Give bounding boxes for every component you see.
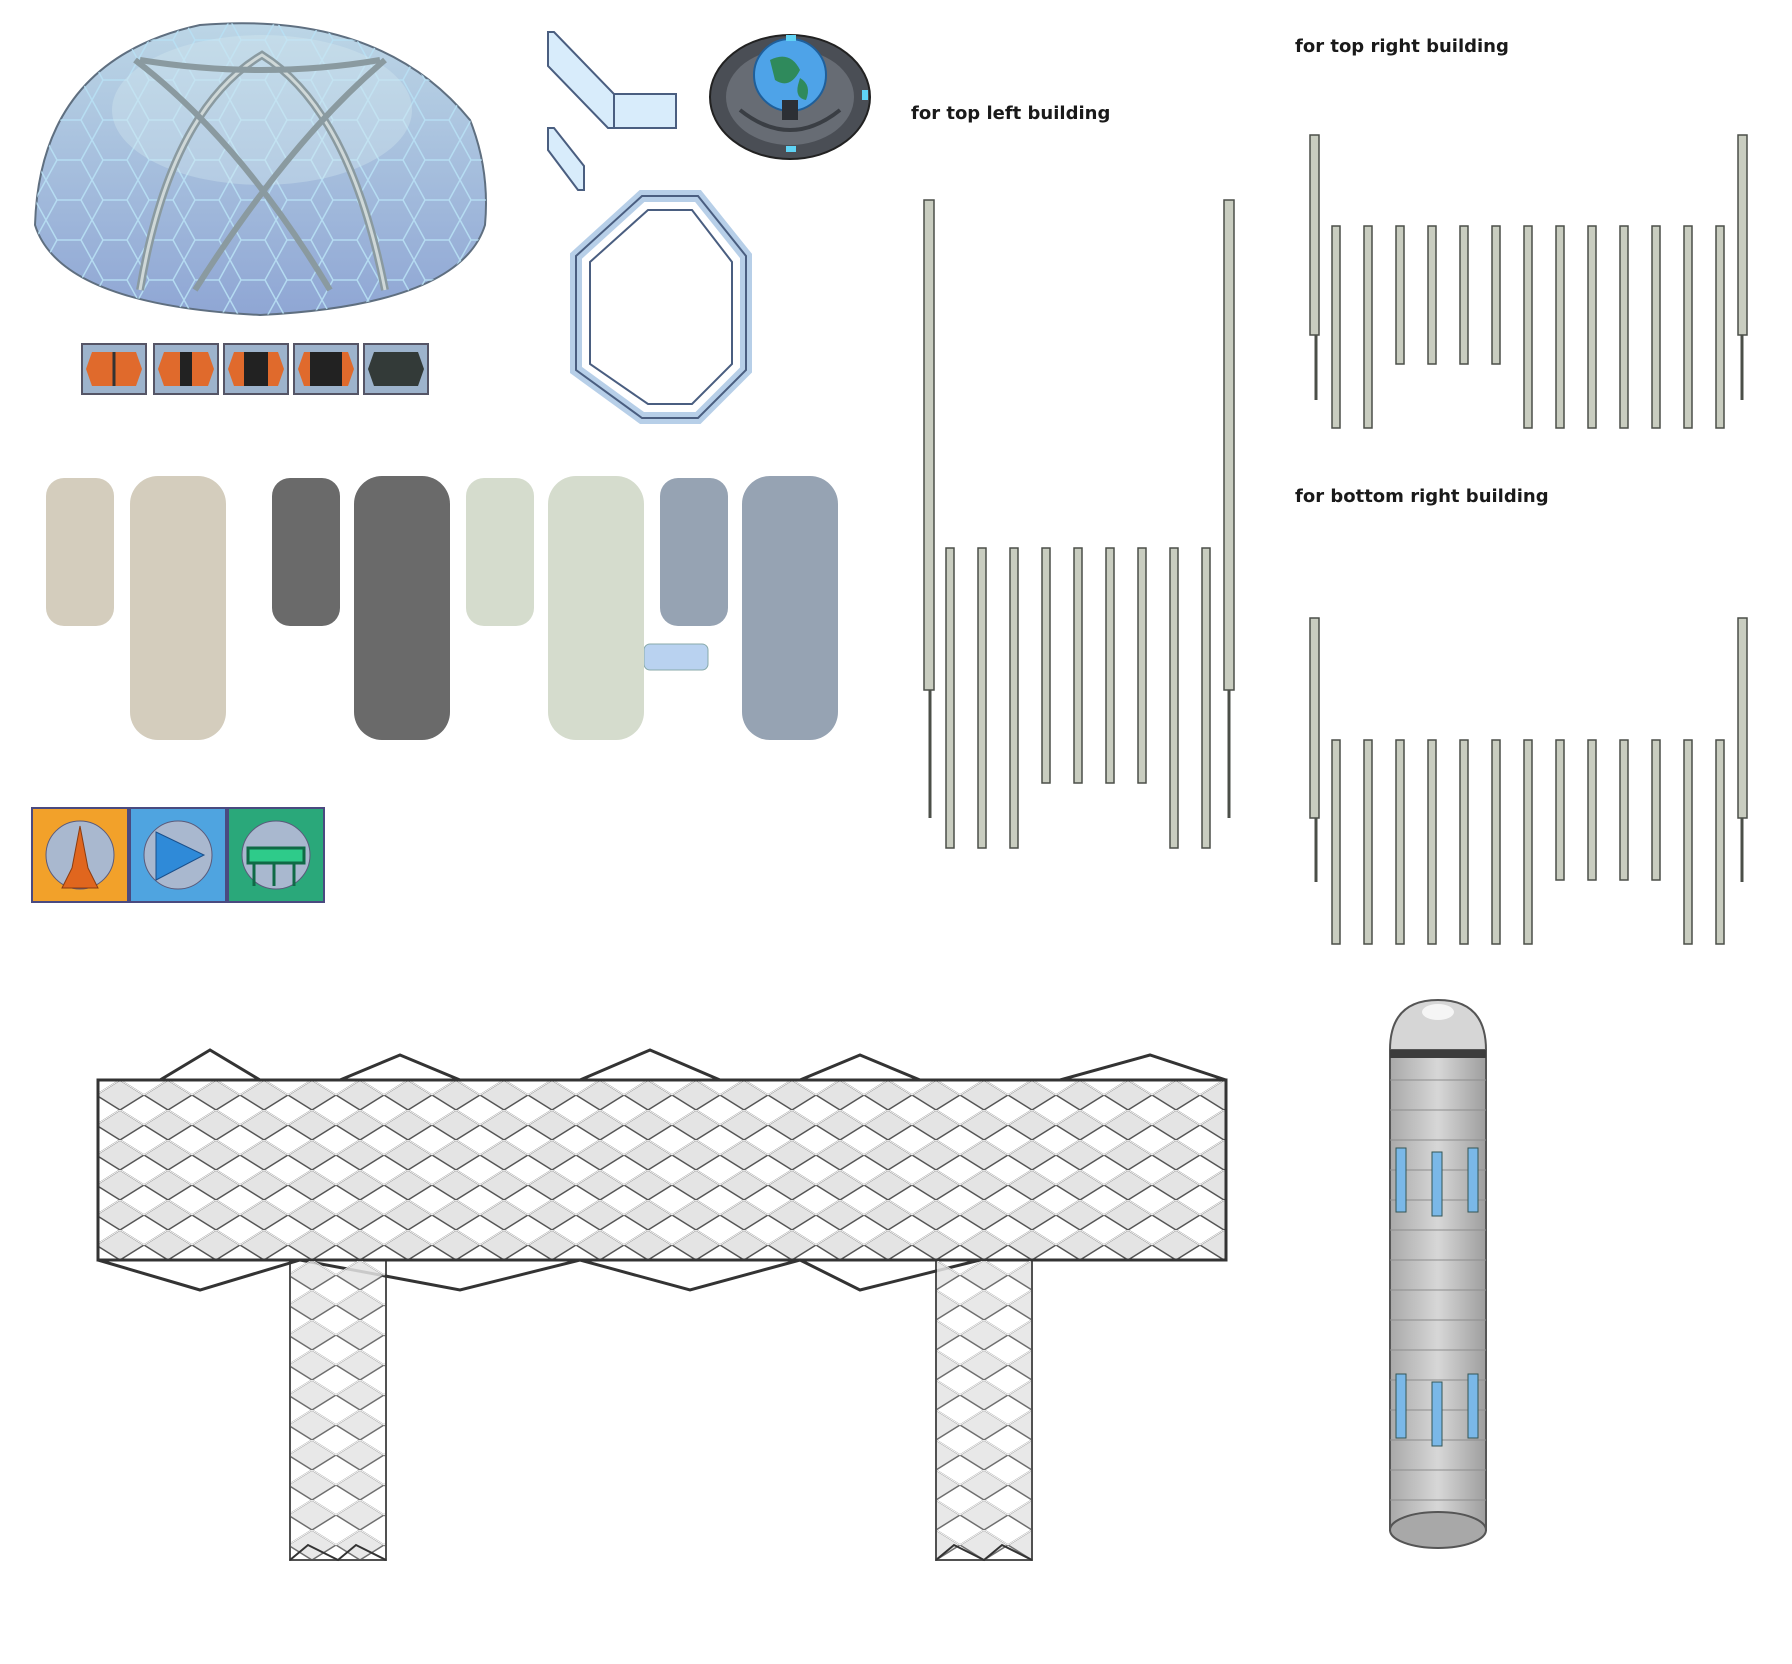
label-top-left-building: for top left building: [911, 103, 1111, 124]
label-top-right-building: for top right building: [1295, 36, 1509, 57]
small-glass-tile: [643, 643, 709, 671]
slab-dark-large: [354, 476, 450, 740]
slab-dark-small: [272, 478, 340, 626]
pillars-bottom-right-building: [1309, 617, 1748, 945]
icon-tile-pyramid: [129, 807, 227, 903]
slab-steel-large: [742, 476, 838, 740]
lattice-bridge: [96, 1048, 1228, 1562]
pillars-top-right-building: [1309, 134, 1748, 429]
slab-beige-large: [130, 476, 226, 740]
icon-tile-eiffel: [31, 807, 129, 903]
slab-beige-small: [46, 478, 114, 626]
glass-window-pieces: [547, 31, 677, 191]
slab-mint-small: [466, 478, 534, 626]
slab-mint-large: [548, 476, 644, 740]
glass-dome: [33, 22, 487, 317]
globe-fountain: [709, 34, 871, 160]
cylinder-tower: [1388, 998, 1488, 1549]
pillars-top-left-building: [923, 199, 1235, 849]
door-animation-frames: [81, 343, 429, 395]
icon-tile-tree-bridge: [227, 807, 325, 903]
octagon-frame: [570, 190, 752, 424]
slab-steel-small: [660, 478, 728, 626]
label-bottom-right-building: for bottom right building: [1295, 486, 1549, 507]
